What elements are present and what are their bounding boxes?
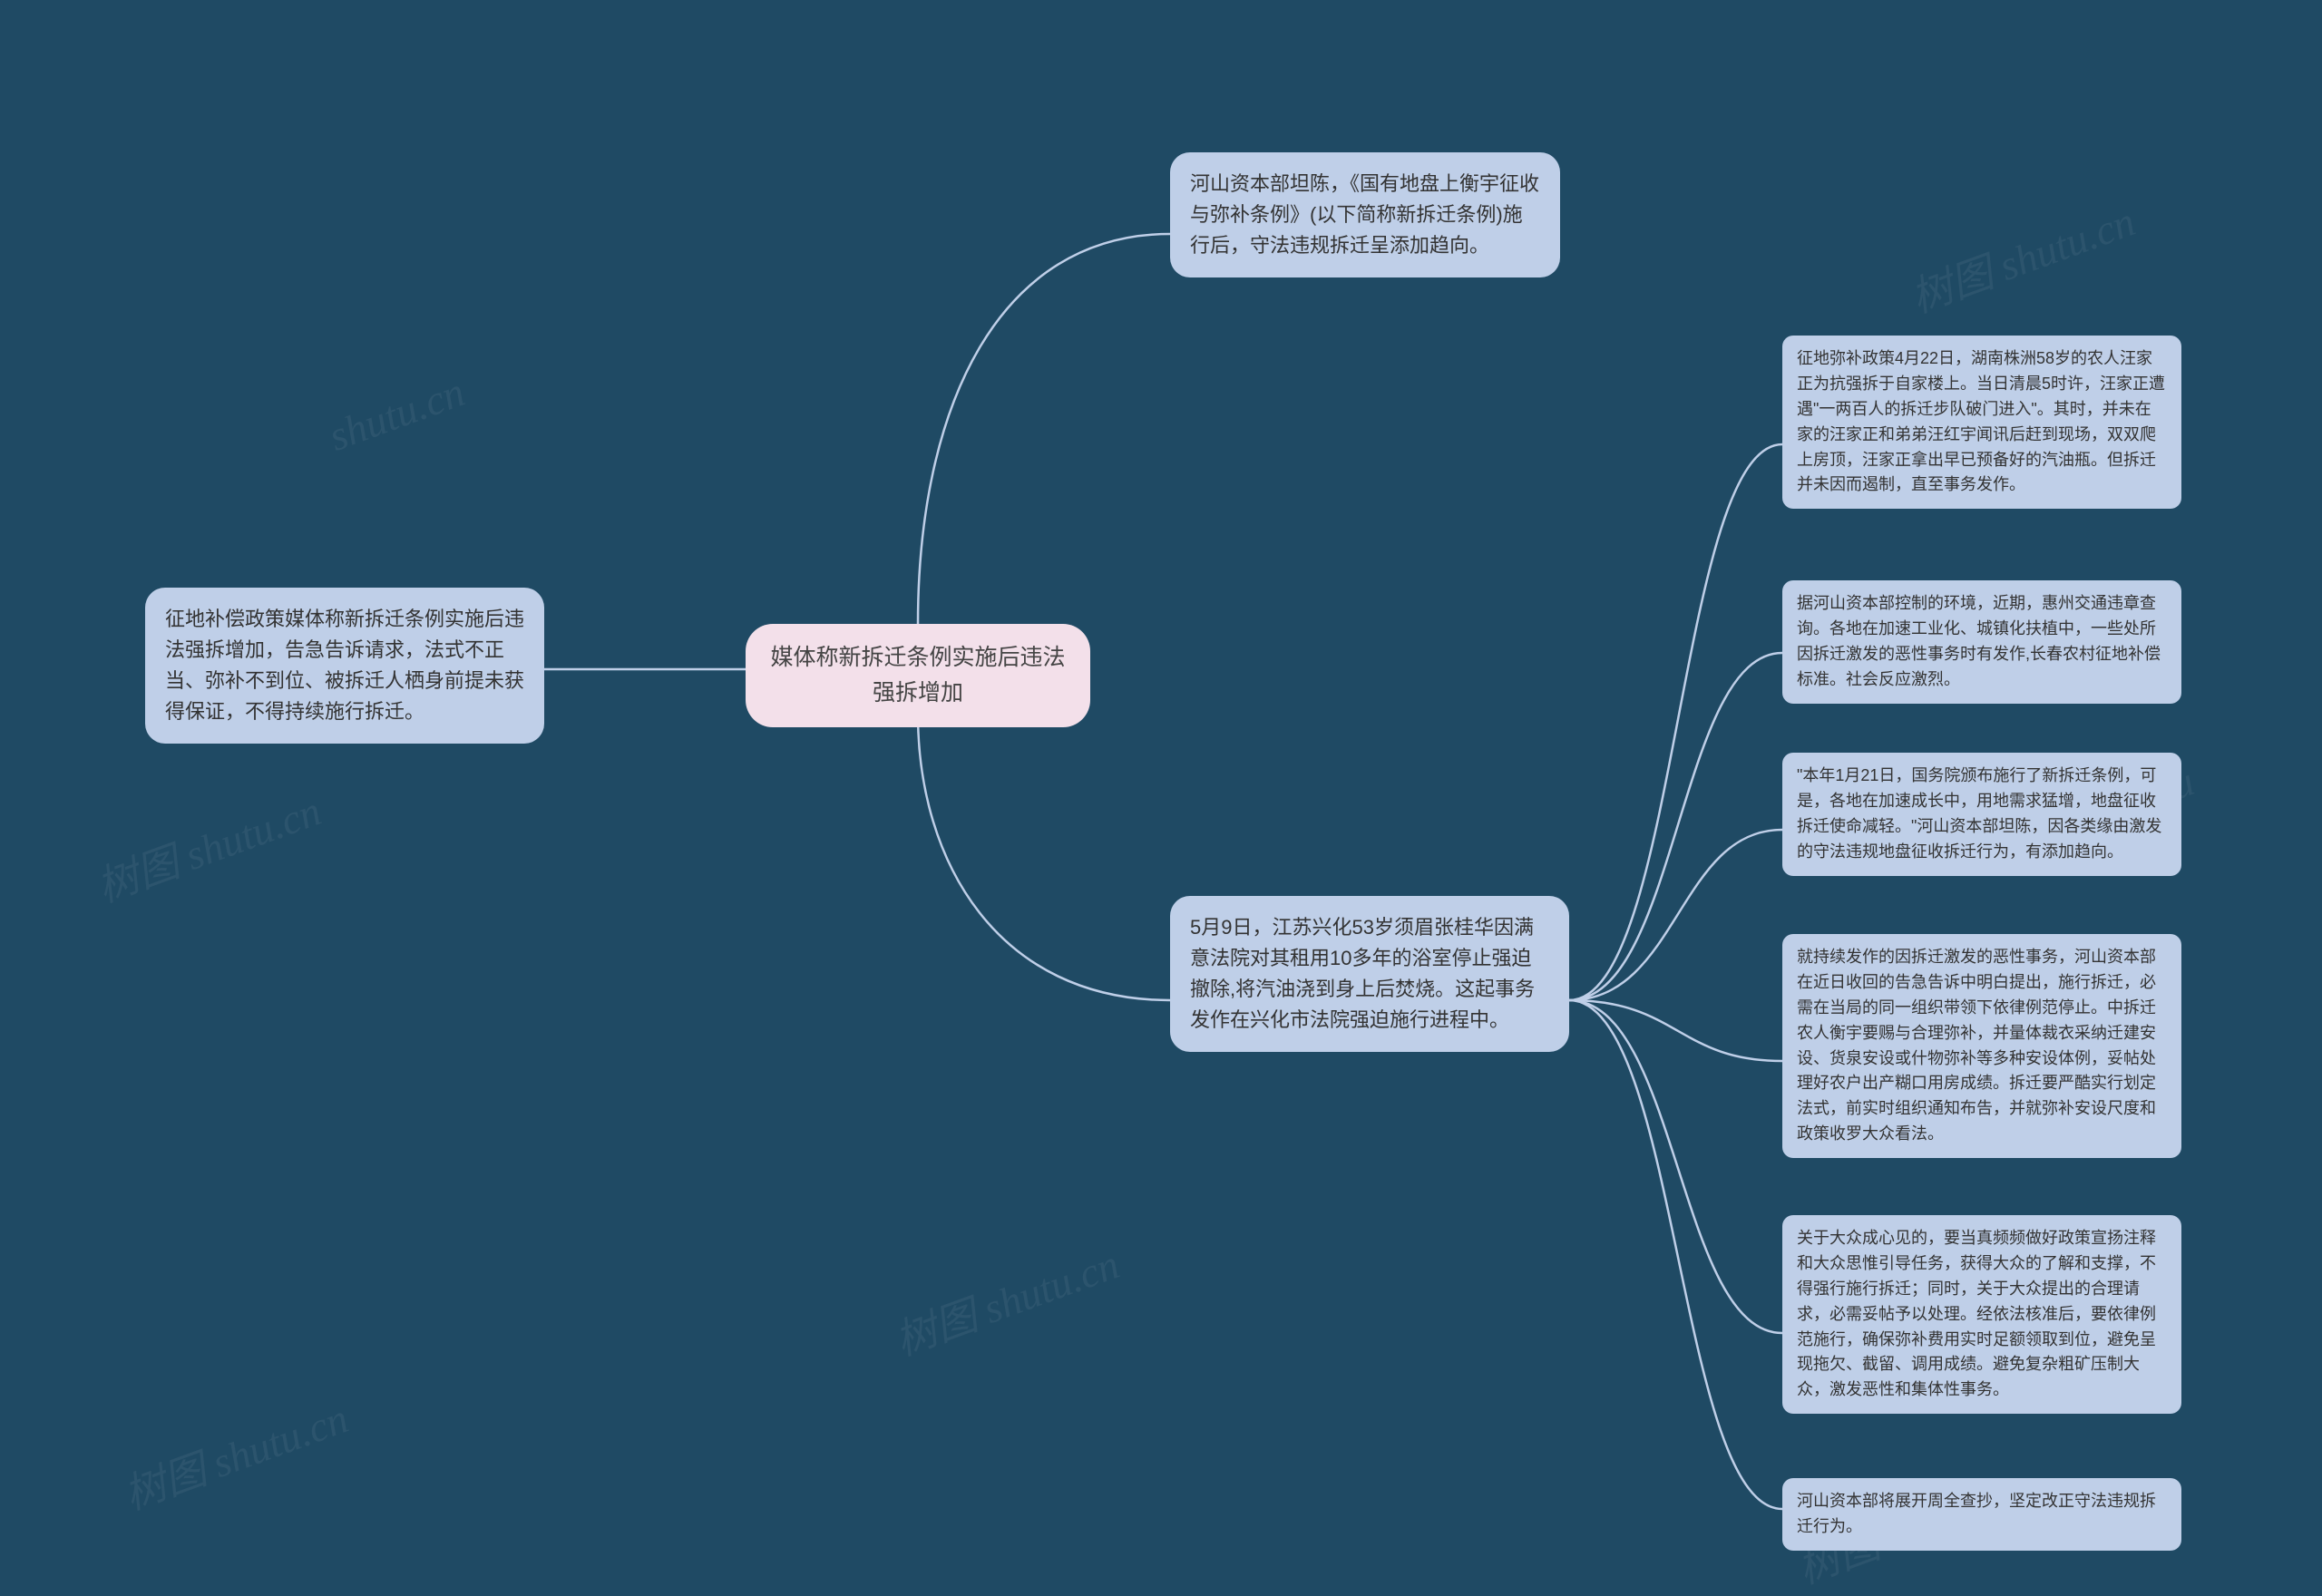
watermark-0: shutu.cn bbox=[323, 367, 471, 461]
leaf-label-3: 就持续发作的因拆迁激发的恶性事务，河山资本部在近日收回的告急告诉中明白提出，施行… bbox=[1797, 948, 2156, 1143]
connector-branch-bottom-leaf-5 bbox=[1569, 1000, 1782, 1509]
watermark-1: 树图 shutu.cn bbox=[87, 778, 327, 914]
connector-center-top-branch-top bbox=[918, 234, 1170, 624]
leaf-node-4[interactable]: 关于大众成心见的，要当真频频做好政策宣扬注释和大众思惟引导任务，获得大众的了解和… bbox=[1782, 1215, 2181, 1414]
leaf-label-5: 河山资本部将展开周全查抄，坚定改正守法违规拆迁行为。 bbox=[1797, 1492, 2156, 1535]
branch-bottom-label: 5月9日，江苏兴化53岁须眉张桂华因满意法院对其租用10多年的浴室停止强迫撤除,… bbox=[1190, 916, 1535, 1031]
leaf-label-2: "本年1月21日，国务院颁布施行了新拆迁条例，可是，各地在加速成长中，用地需求猛… bbox=[1797, 766, 2161, 861]
leaf-node-5[interactable]: 河山资本部将展开周全查抄，坚定改正守法违规拆迁行为。 bbox=[1782, 1478, 2181, 1551]
watermark-3: 树图 shutu.cn bbox=[885, 1231, 1126, 1367]
branch-bottom[interactable]: 5月9日，江苏兴化53岁须眉张桂华因满意法院对其租用10多年的浴室停止强迫撤除,… bbox=[1170, 896, 1569, 1052]
branch-left[interactable]: 征地补偿政策媒体称新拆迁条例实施后违法强拆增加，告急告诉请求，法式不正当、弥补不… bbox=[145, 588, 544, 744]
connector-branch-bottom-leaf-4 bbox=[1569, 1000, 1782, 1333]
branch-top[interactable]: 河山资本部坦陈，《国有地盘上衡宇征收与弥补条例》(以下简称新拆迁条例)施行后，守… bbox=[1170, 152, 1560, 277]
connector-branch-bottom-leaf-3 bbox=[1569, 1000, 1782, 1061]
branch-top-label: 河山资本部坦陈，《国有地盘上衡宇征收与弥补条例》(以下简称新拆迁条例)施行后，守… bbox=[1190, 172, 1539, 257]
center-label: 媒体称新拆迁条例实施后违法强拆增加 bbox=[770, 645, 1065, 706]
connector-branch-bottom-leaf-1 bbox=[1569, 653, 1782, 1000]
leaf-node-3[interactable]: 就持续发作的因拆迁激发的恶性事务，河山资本部在近日收回的告急告诉中明白提出，施行… bbox=[1782, 934, 2181, 1158]
center-node[interactable]: 媒体称新拆迁条例实施后违法强拆增加 bbox=[746, 624, 1090, 727]
leaf-label-1: 据河山资本部控制的环境，近期，惠州交通违章查询。各地在加速工业化、城镇化扶植中，… bbox=[1797, 594, 2161, 688]
connector-branch-bottom-leaf-2 bbox=[1569, 830, 1782, 1000]
leaf-label-0: 征地弥补政策4月22日，湖南株洲58岁的农人汪家正为抗强拆于自家楼上。当日清晨5… bbox=[1797, 349, 2165, 493]
connector-branch-bottom-leaf-0 bbox=[1569, 444, 1782, 1000]
leaf-node-1[interactable]: 据河山资本部控制的环境，近期，惠州交通违章查询。各地在加速工业化、城镇化扶植中，… bbox=[1782, 580, 2181, 704]
branch-left-label: 征地补偿政策媒体称新拆迁条例实施后违法强拆增加，告急告诉请求，法式不正当、弥补不… bbox=[165, 608, 524, 723]
watermark-2: 树图 shutu.cn bbox=[114, 1386, 355, 1522]
leaf-node-2[interactable]: "本年1月21日，国务院颁布施行了新拆迁条例，可是，各地在加速成长中，用地需求猛… bbox=[1782, 753, 2181, 876]
watermark-4: 树图 shutu.cn bbox=[1901, 189, 2142, 325]
leaf-label-4: 关于大众成心见的，要当真频频做好政策宣扬注释和大众思惟引导任务，获得大众的了解和… bbox=[1797, 1229, 2156, 1398]
connector-center-bottom-branch-bottom bbox=[918, 715, 1170, 1000]
leaf-node-0[interactable]: 征地弥补政策4月22日，湖南株洲58岁的农人汪家正为抗强拆于自家楼上。当日清晨5… bbox=[1782, 336, 2181, 509]
